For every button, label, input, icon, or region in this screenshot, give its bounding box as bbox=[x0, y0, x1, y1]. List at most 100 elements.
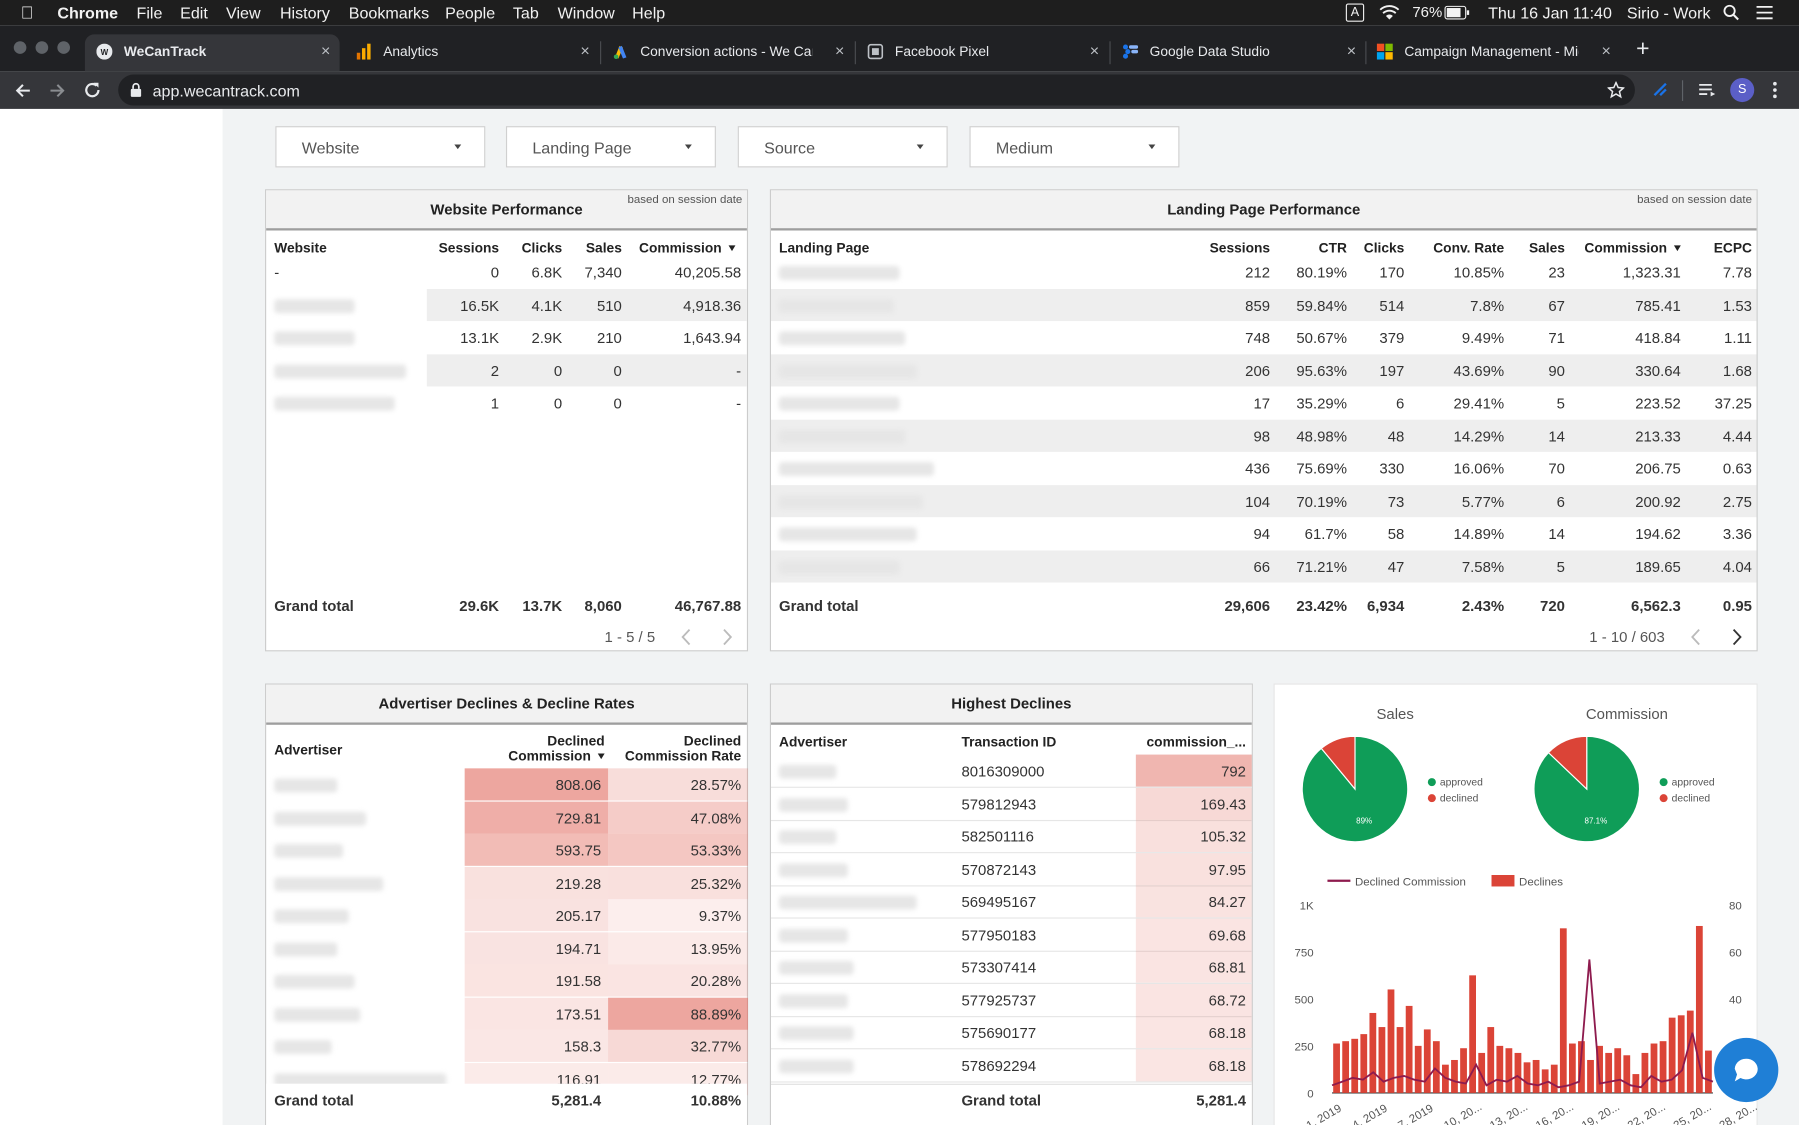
redacted-landing-page[interactable] bbox=[779, 527, 917, 542]
table-cell-transaction-id[interactable]: 578692294 bbox=[961, 1056, 1037, 1074]
window-minimize-button[interactable] bbox=[35, 41, 49, 54]
redacted-advertiser-name[interactable] bbox=[779, 797, 848, 812]
menu-bookmarks[interactable]: Bookmarks bbox=[348, 3, 430, 22]
user-switcher[interactable]: Sirio - Work bbox=[1626, 3, 1711, 22]
table-cell-transaction-id[interactable]: 573307414 bbox=[961, 958, 1037, 976]
previous-page-icon[interactable] bbox=[680, 628, 691, 646]
table-cell-transaction-id[interactable]: 570872143 bbox=[961, 860, 1037, 878]
profile-avatar[interactable]: S bbox=[1730, 77, 1755, 103]
redacted-advertiser-name[interactable] bbox=[274, 1007, 361, 1022]
chrome-menu-icon[interactable] bbox=[1771, 80, 1778, 99]
column-header-clicks[interactable]: Clicks bbox=[521, 239, 563, 256]
redacted-advertiser-name[interactable] bbox=[274, 844, 344, 858]
back-icon[interactable] bbox=[14, 81, 32, 99]
redacted-advertiser-name[interactable] bbox=[779, 993, 848, 1008]
wifi-icon[interactable] bbox=[1379, 5, 1400, 21]
redacted-advertiser-name[interactable] bbox=[779, 830, 837, 845]
filter-source[interactable]: Source bbox=[737, 126, 948, 168]
redacted-advertiser-name[interactable] bbox=[779, 895, 917, 910]
redacted-advertiser-name[interactable] bbox=[779, 1026, 854, 1041]
redacted-advertiser-name[interactable] bbox=[779, 961, 854, 975]
table-cell-transaction-id[interactable]: 582501116 bbox=[961, 827, 1034, 846]
tab-analytics[interactable]: Analytics × bbox=[344, 34, 599, 71]
input-source-icon[interactable]: A bbox=[1345, 3, 1365, 22]
chat-launcher-button[interactable] bbox=[1714, 1037, 1779, 1103]
redacted-landing-page[interactable] bbox=[779, 331, 906, 346]
extension-icon[interactable] bbox=[1651, 80, 1669, 98]
battery-icon[interactable] bbox=[1444, 5, 1470, 20]
tab-conversion-actions[interactable]: Conversion actions - We Can Track × bbox=[601, 34, 853, 71]
redacted-advertiser-name[interactable] bbox=[274, 876, 384, 891]
forward-icon[interactable] bbox=[48, 81, 66, 99]
close-tab-icon[interactable]: × bbox=[1346, 41, 1357, 60]
clock[interactable]: Thu 16 Jan 11:40 bbox=[1488, 3, 1612, 22]
filter-website[interactable]: Website bbox=[275, 126, 486, 168]
menu-view[interactable]: View bbox=[226, 3, 261, 22]
table-cell-transaction-id[interactable]: 575690177 bbox=[961, 1024, 1037, 1042]
reload-icon[interactable] bbox=[83, 80, 103, 99]
window-close-button[interactable] bbox=[13, 41, 27, 54]
column-header-ctr[interactable]: CTR bbox=[1318, 239, 1347, 256]
redacted-advertiser-name[interactable] bbox=[274, 1072, 447, 1087]
redacted-advertiser-name[interactable] bbox=[274, 909, 349, 924]
spotlight-search-icon[interactable] bbox=[1723, 4, 1739, 21]
redacted-advertiser-name[interactable] bbox=[779, 1059, 854, 1073]
column-header-conv-rate[interactable]: Conv. Rate bbox=[1433, 239, 1505, 256]
column-header-declined-commission-rate[interactable]: Declined Commission Rate bbox=[624, 732, 742, 764]
tab-facebook-pixel[interactable]: Facebook Pixel × bbox=[856, 34, 1108, 71]
redacted-landing-page[interactable] bbox=[779, 560, 900, 574]
close-tab-icon[interactable]: × bbox=[580, 41, 590, 60]
next-page-icon[interactable] bbox=[722, 628, 733, 646]
close-tab-icon[interactable]: × bbox=[1601, 41, 1611, 60]
column-header-transaction-id[interactable]: Transaction ID bbox=[961, 733, 1057, 751]
column-header-sessions[interactable]: Sessions bbox=[1209, 239, 1271, 256]
redacted-landing-page[interactable] bbox=[779, 364, 917, 378]
column-header-sessions[interactable]: Sessions bbox=[438, 239, 500, 256]
apple-icon[interactable]:  bbox=[21, 3, 34, 22]
menu-help[interactable]: Help bbox=[632, 3, 666, 22]
column-header-commission[interactable]: Commission bbox=[639, 240, 736, 256]
column-header-clicks[interactable]: Clicks bbox=[1363, 239, 1405, 256]
table-cell-transaction-id[interactable]: 569495167 bbox=[961, 893, 1037, 911]
notification-center-icon[interactable] bbox=[1755, 5, 1773, 21]
redacted-advertiser-name[interactable] bbox=[274, 778, 338, 793]
address-bar[interactable]: app.wecantrack.com bbox=[118, 74, 1635, 106]
column-header-landing-page[interactable]: Landing Page bbox=[779, 239, 870, 256]
table-cell-website[interactable]: - bbox=[274, 263, 280, 281]
filter-medium[interactable]: Medium bbox=[969, 126, 1180, 168]
redacted-landing-page[interactable] bbox=[779, 266, 900, 280]
new-tab-icon[interactable]: + bbox=[1636, 36, 1650, 62]
tab-wecantrack[interactable]: W WeCanTrack × bbox=[84, 34, 340, 72]
tab-google-data-studio[interactable]: Google Data Studio × bbox=[1111, 34, 1366, 71]
close-tab-icon[interactable]: × bbox=[321, 41, 331, 60]
redacted-advertiser-name[interactable] bbox=[779, 764, 837, 779]
menu-app-name[interactable]: Chrome bbox=[57, 3, 119, 22]
close-tab-icon[interactable]: × bbox=[835, 41, 845, 60]
redacted-advertiser-name[interactable] bbox=[274, 1040, 332, 1054]
close-tab-icon[interactable]: × bbox=[1089, 41, 1100, 60]
column-header-sales[interactable]: Sales bbox=[1528, 239, 1565, 256]
redacted-advertiser-name[interactable] bbox=[779, 928, 848, 943]
filter-landing-page[interactable]: Landing Page bbox=[505, 126, 716, 168]
window-zoom-button[interactable] bbox=[57, 41, 70, 54]
column-header-ecpc[interactable]: ECPC bbox=[1713, 239, 1752, 256]
column-header-website[interactable]: Website bbox=[274, 239, 327, 256]
column-header-advertiser[interactable]: Advertiser bbox=[779, 733, 848, 751]
previous-page-icon[interactable] bbox=[1690, 628, 1701, 646]
redacted-landing-page[interactable] bbox=[779, 462, 934, 476]
menu-file[interactable]: File bbox=[136, 3, 163, 22]
table-cell-transaction-id[interactable]: 577950183 bbox=[961, 926, 1037, 944]
column-header-advertiser[interactable]: Advertiser bbox=[274, 741, 343, 759]
table-cell-transaction-id[interactable]: 579812943 bbox=[961, 795, 1037, 813]
table-cell-transaction-id[interactable]: 8016309000 bbox=[961, 762, 1045, 780]
next-page-icon[interactable] bbox=[1731, 628, 1742, 646]
url-text[interactable]: app.wecantrack.com bbox=[152, 81, 300, 100]
redacted-advertiser-name[interactable] bbox=[274, 942, 338, 956]
column-header-commission[interactable]: commission_... bbox=[1146, 733, 1246, 751]
lock-icon[interactable] bbox=[130, 82, 143, 98]
reading-list-icon[interactable] bbox=[1698, 81, 1716, 98]
column-header-sales[interactable]: Sales bbox=[585, 239, 622, 256]
menu-history[interactable]: History bbox=[279, 3, 330, 22]
column-header-declined-commission[interactable]: Declined Commission bbox=[508, 732, 605, 764]
column-header-commission[interactable]: Commission bbox=[1584, 240, 1681, 256]
